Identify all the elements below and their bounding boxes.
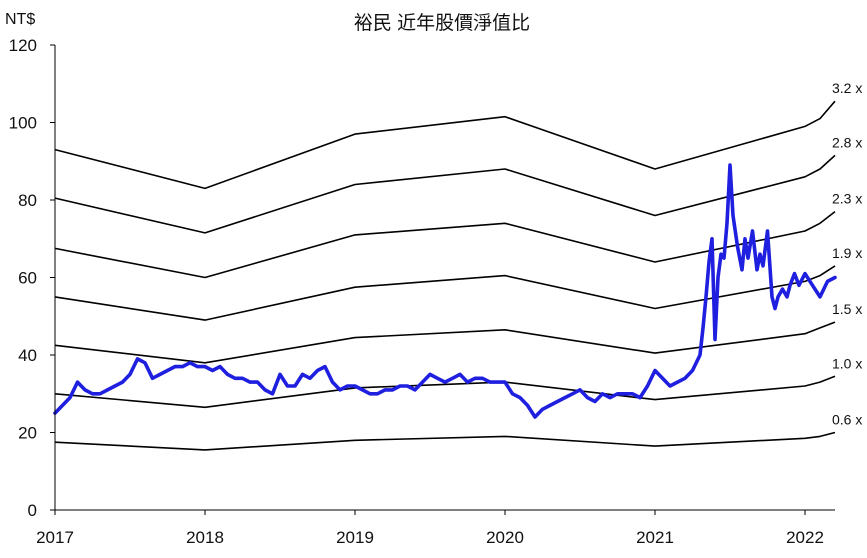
price-line-0 [53, 163, 837, 419]
y-tick-label-3: 60 [18, 269, 37, 288]
y-tick-label-1: 20 [18, 424, 37, 443]
band-line-1 [54, 154, 836, 234]
y-tick-label-2: 40 [18, 346, 37, 365]
y-tick-label-5: 100 [9, 114, 37, 133]
x-tick-label-2: 2019 [336, 528, 374, 547]
band-label-0: 3.2 x [832, 80, 862, 96]
band-label-4: 1.5 x [832, 301, 862, 317]
band-line-2 [54, 210, 836, 279]
price-series [53, 163, 837, 419]
x-tick-label-0: 2017 [36, 528, 74, 547]
x-tick-label-5: 2022 [786, 528, 824, 547]
tick-labels: 0 20 40 60 80 100 120 2017 2018 2019 2020 2021 2022 [9, 36, 824, 547]
y-tick-label-6: 120 [9, 36, 37, 55]
band-labels: 3.2 x 2.8 x 2.3 x 1.9 x 1.5 x 1.0 x 0.6 x [832, 80, 862, 427]
band-label-3: 1.9 x [832, 245, 862, 261]
band-line-3 [54, 265, 836, 321]
band-label-1: 2.8 x [832, 134, 862, 150]
band-line-6 [54, 431, 836, 451]
band-line-4 [54, 321, 836, 364]
band-label-2: 2.3 x [832, 191, 862, 207]
band-label-6: 0.6 x [832, 412, 862, 428]
chart-title: 裕民 近年股價淨值比 [354, 12, 530, 34]
y-tick-label-4: 80 [18, 191, 37, 210]
band-line-0 [54, 100, 836, 190]
x-tick-label-1: 2018 [186, 528, 224, 547]
x-tick-label-3: 2020 [486, 528, 524, 547]
y-tick-label-0: 0 [28, 501, 37, 520]
y-axis-label: NT$ [5, 11, 35, 28]
x-tick-label-4: 2021 [636, 528, 674, 547]
band-label-5: 1.0 x [832, 355, 862, 371]
